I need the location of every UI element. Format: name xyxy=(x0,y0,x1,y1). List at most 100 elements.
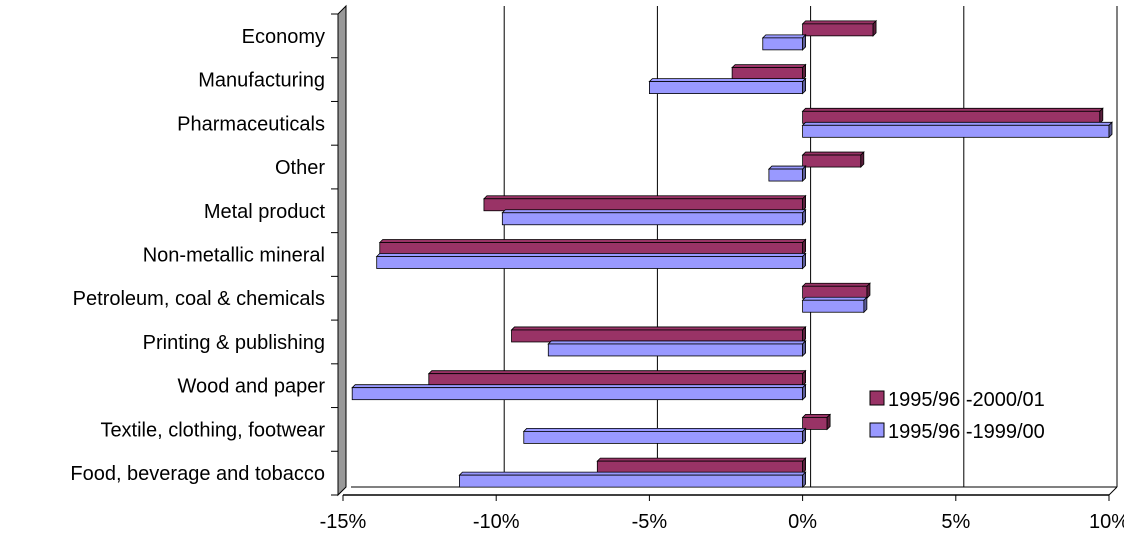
bar-top xyxy=(510,326,807,331)
bar-top xyxy=(648,78,807,82)
bar-top xyxy=(801,20,878,25)
bar-front xyxy=(376,256,804,269)
category-label: Other xyxy=(275,157,325,179)
bar-end xyxy=(860,151,865,169)
x-tick-label: -10% xyxy=(473,511,520,533)
bar-top xyxy=(596,457,807,462)
bar-front xyxy=(802,417,828,430)
bar-top xyxy=(731,64,807,68)
bar-front xyxy=(802,285,868,299)
bar-end xyxy=(802,471,806,489)
bar-top xyxy=(801,296,868,301)
bars xyxy=(351,19,1113,489)
bar xyxy=(801,413,832,431)
bar-top xyxy=(522,428,807,432)
bar-front xyxy=(547,343,804,357)
bar-top xyxy=(801,282,871,287)
bar-end xyxy=(802,325,806,343)
bar-top xyxy=(801,151,865,156)
category-label: Textile, clothing, footwear xyxy=(100,419,325,441)
bar xyxy=(801,107,1104,125)
bar-end xyxy=(802,194,806,212)
bar xyxy=(801,19,878,37)
bar-front xyxy=(428,373,804,387)
legend-label: 1995/96 -2000/01 xyxy=(888,389,1045,411)
category-label: Metal product xyxy=(204,201,326,223)
bar-end xyxy=(802,208,806,226)
bar-end xyxy=(802,33,806,51)
bar-front xyxy=(351,387,803,401)
x-tick-label: 10% xyxy=(1089,511,1124,533)
bar-top xyxy=(482,195,807,200)
bar-top xyxy=(767,165,807,170)
category-label: Non-metallic mineral xyxy=(143,245,325,267)
bar-end xyxy=(802,238,806,256)
bar-front xyxy=(511,329,803,343)
bar-end xyxy=(802,252,806,270)
bar xyxy=(801,296,868,314)
bar-end xyxy=(802,427,806,445)
x-tick-label: 5% xyxy=(941,511,970,533)
bar xyxy=(547,339,807,357)
bar-front xyxy=(649,81,804,94)
category-label: Pharmaceuticals xyxy=(177,113,325,135)
bar-end xyxy=(1099,107,1104,125)
bar-front xyxy=(731,67,803,80)
legend-swatch xyxy=(869,422,885,438)
bar-front xyxy=(483,198,804,212)
bar-end xyxy=(1108,121,1113,139)
bar-top xyxy=(378,239,807,243)
bar xyxy=(731,63,807,81)
bar-end xyxy=(802,369,806,387)
bar-end xyxy=(802,457,806,475)
bar xyxy=(375,252,807,270)
bar-top xyxy=(801,414,832,418)
bar-end xyxy=(802,77,806,95)
bar-end xyxy=(826,413,831,431)
bar-top xyxy=(375,253,807,257)
bar-end xyxy=(863,296,868,314)
bar-front xyxy=(802,23,874,37)
category-label: Wood and paper xyxy=(177,376,325,398)
bar-end xyxy=(802,165,806,183)
category-label: Manufacturing xyxy=(198,70,325,92)
bar-front xyxy=(768,168,803,182)
bar-front xyxy=(459,474,804,488)
bar-front xyxy=(523,431,804,444)
legend: 1995/96 -2000/01 1995/96 -1999/00 xyxy=(869,389,1045,443)
bar xyxy=(378,238,807,256)
bar xyxy=(501,208,807,226)
bar-top xyxy=(501,209,807,214)
category-label: Food, beverage and tobacco xyxy=(70,463,325,485)
bar-top xyxy=(801,107,1104,112)
bar-front xyxy=(802,110,1101,124)
bar xyxy=(767,165,807,183)
legend-swatch xyxy=(869,390,885,406)
bar-top xyxy=(761,34,807,39)
bar xyxy=(801,121,1113,139)
bar xyxy=(482,194,807,212)
category-label: Petroleum, coal & chemicals xyxy=(73,288,325,310)
bar-top xyxy=(427,370,807,375)
bar-end xyxy=(802,383,806,401)
legend-label: 1995/96 -1999/00 xyxy=(888,421,1045,443)
x-axis-right-edge xyxy=(1108,486,1118,496)
side-wall xyxy=(337,4,347,497)
bar-top xyxy=(547,340,807,345)
labels: -15% -10% -5% 0% 5% 10% Economy Manufacturing Ph… xyxy=(70,26,1124,533)
category-label: Printing & publishing xyxy=(143,332,325,354)
bar-front xyxy=(802,154,862,168)
bar xyxy=(596,457,807,475)
bar xyxy=(522,427,807,445)
bar-front xyxy=(762,37,804,51)
bar xyxy=(427,369,807,387)
bar xyxy=(761,33,807,51)
bar-front xyxy=(802,299,865,313)
bar-top xyxy=(801,121,1113,126)
bar-end xyxy=(802,63,806,81)
bar-front xyxy=(501,212,804,226)
bar-end xyxy=(802,339,806,357)
bar-end xyxy=(866,282,871,300)
bar xyxy=(510,325,807,343)
